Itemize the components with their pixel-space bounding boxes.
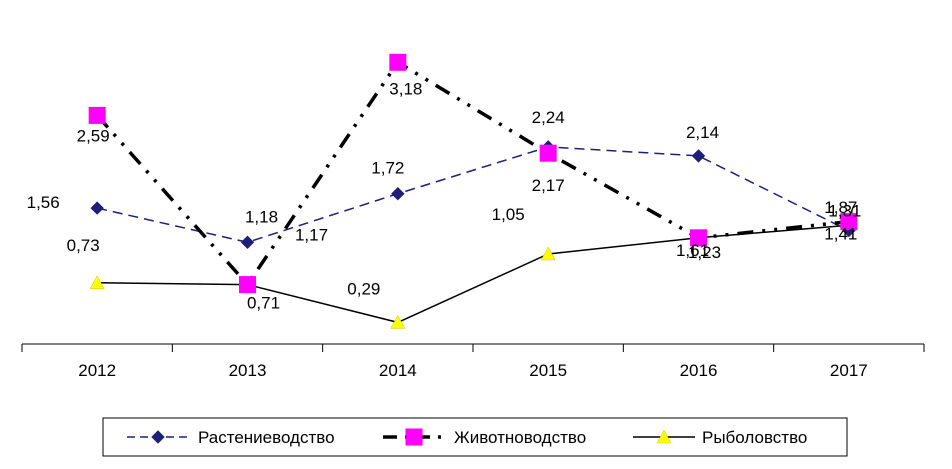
x-tick-label-2013: 2013 — [229, 361, 267, 380]
data-label-s1-2013: 1,18 — [245, 207, 278, 226]
data-point-s3-2012 — [89, 275, 105, 290]
legend-marker-3 — [656, 429, 672, 444]
series-lines — [95, 59, 850, 324]
series-line-1 — [97, 146, 850, 244]
data-point-s1-2016 — [691, 149, 706, 163]
data-label-s1-2015: 2,24 — [532, 108, 565, 127]
x-tick-label-2014: 2014 — [379, 361, 417, 380]
data-label-s2-2015: 2,17 — [532, 176, 565, 195]
data-label-s2-2016: 1,23 — [688, 243, 721, 262]
series-line-3 — [97, 224, 849, 324]
data-label-s1-2016: 2,14 — [686, 123, 719, 142]
legend-label-2: Животноводство — [454, 428, 586, 447]
data-point-s1-2012 — [90, 201, 104, 215]
data-point-s2-2013 — [239, 276, 256, 294]
data-label-s1-2012: 1,56 — [27, 193, 60, 212]
data-label-s3-2014: 0,29 — [347, 279, 380, 298]
legend-marker-1 — [151, 430, 165, 444]
series-markers — [88, 53, 858, 329]
data-point-s3-2015 — [540, 246, 556, 261]
x-tick-label-2017: 2017 — [830, 361, 868, 380]
x-tick-label-2015: 2015 — [529, 361, 567, 380]
data-point-s2-2017 — [840, 213, 858, 231]
x-axis: 2012 2013 2014 2015 2016 2017 — [21, 343, 925, 380]
data-point-s2-2015 — [539, 144, 557, 162]
data-label-s2-2012: 2,59 — [77, 126, 110, 145]
legend-label-1: Растениеводство — [198, 428, 335, 447]
series-line-2 — [95, 59, 850, 288]
data-point-s2-2016 — [690, 229, 707, 247]
data-label-s1-2014: 1,72 — [371, 159, 404, 178]
data-label-s3-2013: 1,17 — [295, 226, 328, 245]
legend-label-3: Рыболовство — [702, 428, 807, 447]
data-point-s3-2014 — [390, 314, 406, 329]
data-label-s3-2015: 1,05 — [492, 205, 525, 224]
data-label-s1-2017: 1,31 — [828, 202, 861, 221]
data-label-s2-2017: 1,41 — [824, 225, 857, 244]
data-label-s3-2017: 1,87 — [824, 198, 857, 217]
data-label-s3-2012: 0,73 — [67, 236, 100, 255]
x-tick-label-2016: 2016 — [680, 361, 718, 380]
data-point-s2-2014 — [389, 53, 407, 71]
legend: Растениеводство Животноводство Рыболовство — [102, 417, 848, 457]
legend-box — [102, 417, 848, 457]
data-label-s2-2013: 0,71 — [247, 294, 280, 313]
legend-marker-2 — [405, 428, 423, 446]
data-labels: 1,56 1,18 1,72 2,24 2,14 1,31 2,59 0,71 3,18 2,17… — [27, 79, 862, 312]
data-label-s2-2014: 3,18 — [389, 79, 422, 98]
x-tick-label-2012: 2012 — [78, 361, 116, 380]
data-point-s2-2012 — [88, 106, 106, 124]
data-point-s1-2013 — [240, 235, 255, 250]
data-point-s1-2014 — [391, 186, 405, 201]
data-label-s3-2016: 1,61 — [676, 241, 709, 260]
